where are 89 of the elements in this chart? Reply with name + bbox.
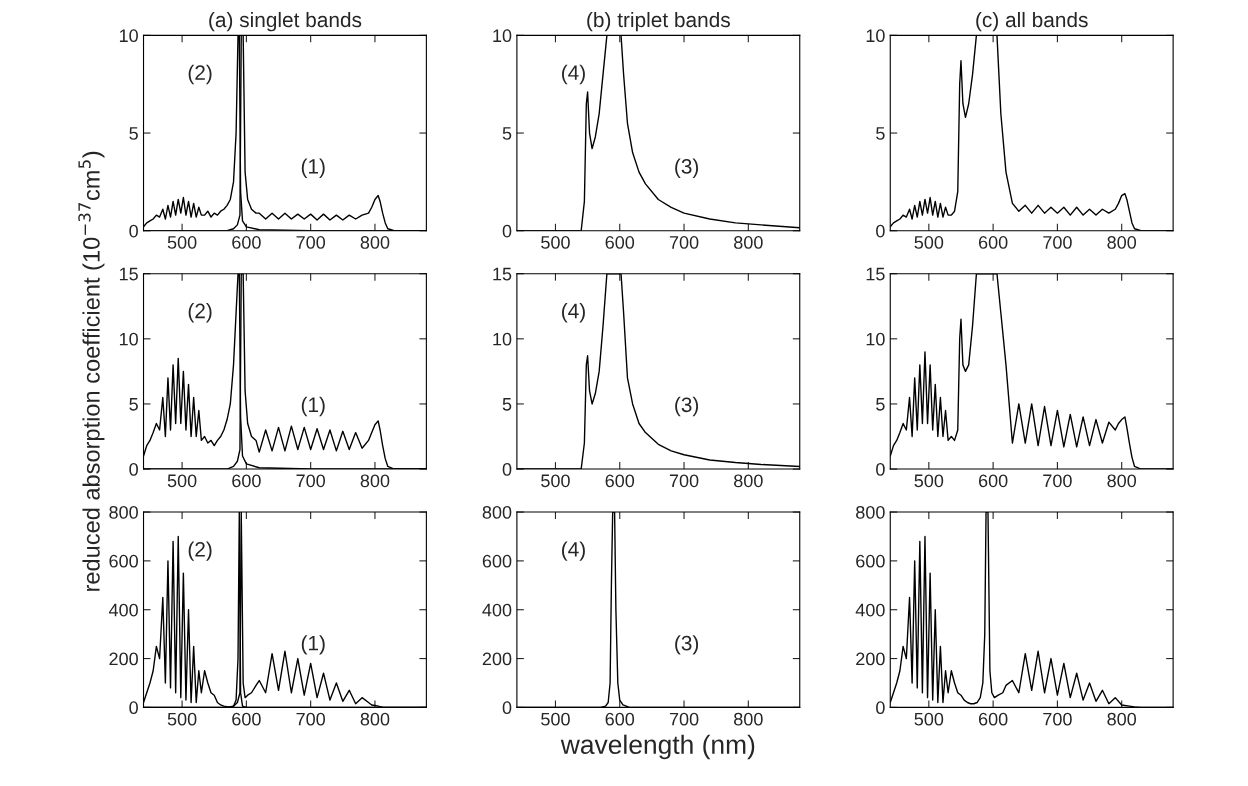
annotation: (4) [562,541,585,561]
y-tick-label: 10 [119,29,138,43]
y-tick-label: 5 [129,398,138,411]
x-tick-label: 600 [232,712,261,726]
annotation: (3) [675,396,699,417]
x-tick-label: 800 [734,236,763,249]
annotation: (2) [188,541,212,561]
x-tick-label: 800 [360,236,390,249]
x-tick-label: 800 [1107,236,1137,249]
annotation: (3) [675,635,699,655]
y-tick-label: 5 [876,398,885,411]
y-tick-label: 0 [502,701,512,715]
x-tick-label: 500 [541,474,570,488]
y-tick-label: 400 [108,603,138,617]
x-tick-label: 500 [167,236,197,249]
annotation: (1) [301,396,325,417]
x-tick-label: 600 [232,474,261,488]
y-tick-label: 200 [856,652,885,666]
x-tick-label: 600 [978,474,1008,488]
x-tick-label: 700 [669,236,699,249]
x-tick-label: 500 [914,712,944,726]
y-tick-label: 0 [129,701,138,715]
y-tick-label: 800 [482,505,512,519]
x-tick-label: 500 [541,236,570,249]
annotation: (1) [301,158,325,178]
annotation: (4) [562,303,585,323]
y-tick-label: 0 [876,701,885,715]
y-tick-label: 200 [482,652,512,666]
x-tick-label: 600 [232,236,261,249]
y-tick-label: 15 [493,267,512,281]
y-tick-label: 400 [482,603,512,617]
annotation: (2) [188,303,212,323]
y-tick-label: 0 [129,224,138,238]
x-tick-label: 700 [1043,474,1072,488]
y-tick-label: 600 [109,554,138,568]
chart-title: (a) singlet bands [209,11,362,32]
x-tick-label: 600 [978,236,1008,249]
y-tick-label: 5 [502,127,512,140]
x-tick-label: 700 [1043,712,1072,726]
y-tick-label: 600 [482,554,512,568]
y-tick-label: 10 [866,332,885,346]
y-tick-label: 15 [866,267,885,281]
annotation: (1) [301,635,325,655]
annotation: (3) [675,158,699,178]
y-tick-label: 0 [129,463,138,476]
x-tick-label: 800 [360,474,390,488]
x-tick-label: 700 [669,474,699,488]
x-tick-label: 500 [167,474,197,488]
x-tick-label: 800 [734,712,763,726]
y-axis-title: reduced absorption coefficient (10$^{−37}$cm$^{5}$) [78,151,105,591]
y-tick-label: 600 [856,554,885,568]
annotation: (2) [188,64,212,85]
y-tick-label: 10 [493,332,512,346]
y-tick-label: 10 [119,332,138,346]
x-tick-label: 800 [360,712,390,726]
x-tick-label: 500 [914,236,944,249]
y-tick-label: 800 [856,505,885,519]
y-tick-label: 0 [502,224,512,238]
y-tick-label: 0 [876,463,885,476]
x-tick-label: 600 [605,712,635,726]
x-tick-label: 800 [734,474,763,488]
y-tick-label: 5 [129,127,138,140]
y-tick-label: 5 [502,398,512,411]
y-tick-label: 10 [866,29,885,43]
x-tick-label: 700 [296,712,326,726]
y-tick-label: 0 [502,463,512,476]
x-tick-label: 700 [296,474,326,488]
y-tick-label: 400 [855,603,885,617]
y-tick-label: 5 [876,127,885,140]
x-tick-label: 700 [669,712,699,726]
x-tick-label: 600 [978,712,1008,726]
x-tick-label: 500 [541,712,570,726]
x-tick-label: 600 [605,236,635,249]
y-tick-label: 15 [119,267,138,281]
chart-title: (b) triplet bands [587,11,730,32]
chart-title: (c) all bands [976,11,1088,32]
y-tick-label: 10 [493,29,512,43]
y-tick-label: 200 [109,652,138,666]
annotation: (4) [562,64,585,85]
x-tick-label: 600 [605,474,635,488]
x-tick-label: 800 [1107,474,1137,488]
x-tick-label: 500 [167,712,197,726]
y-tick-label: 800 [109,505,138,519]
x-tick-label: 700 [296,236,326,249]
x-tick-label: 500 [914,474,944,488]
x-tick-label: 800 [1107,712,1137,726]
y-tick-label: 0 [876,224,885,238]
x-tick-label: 700 [1043,236,1072,249]
x-axis-title: wavelength (nm) [560,734,755,760]
